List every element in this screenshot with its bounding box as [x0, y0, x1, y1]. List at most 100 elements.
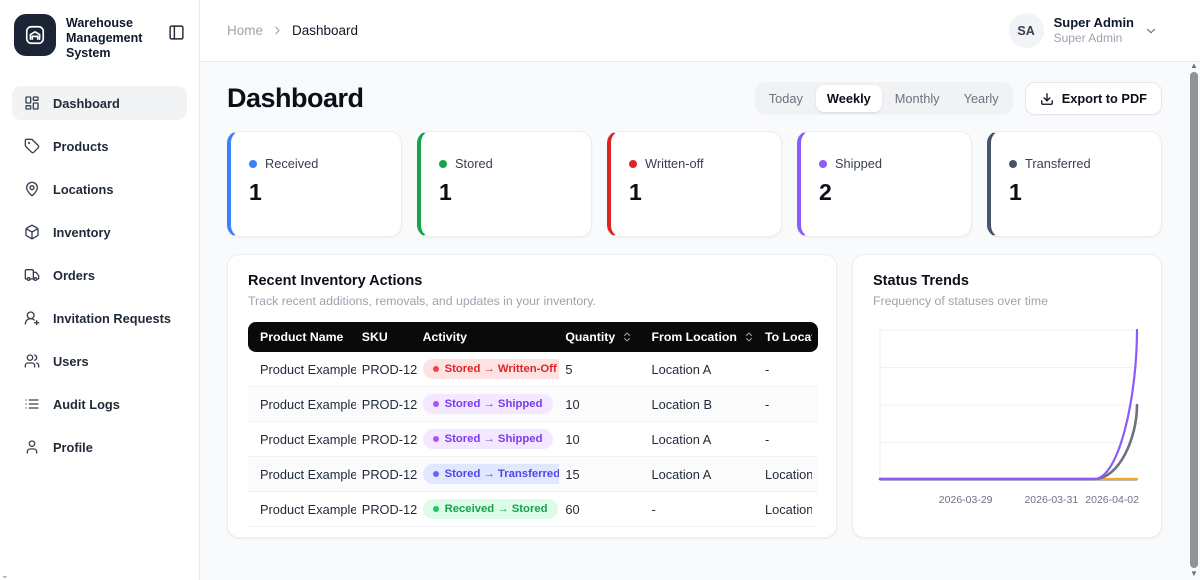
chevrons-up-down-icon	[624, 332, 631, 342]
actions-panel-subtitle: Track recent additions, removals, and up…	[248, 294, 596, 308]
column-label: To Location	[765, 330, 812, 344]
sidebar-item-label: Invitation Requests	[53, 310, 172, 326]
recent-actions-panel: Recent Inventory Actions Track recent ad…	[227, 254, 837, 538]
sidebar-item-audit-logs[interactable]: Audit Logs	[12, 387, 187, 421]
column-label: Activity	[422, 330, 467, 344]
cell-product-name: Product Example 1	[260, 501, 356, 517]
badge-dot-icon	[432, 471, 439, 477]
sidebar: Warehouse Management System Dashboard Pro…	[0, 0, 200, 580]
cell-quantity: 5	[565, 361, 573, 377]
sidebar-header: Warehouse Management System	[0, 0, 199, 70]
app-logo	[14, 14, 56, 56]
cell-sku: PROD-123	[361, 396, 417, 412]
sidebar-item-label: Users	[53, 353, 89, 369]
column-label: Product Name	[260, 330, 344, 344]
breadcrumb-home[interactable]: Home	[227, 23, 264, 38]
sidebar-item-label: Audit Logs	[53, 396, 120, 412]
badge-dot-icon	[432, 436, 439, 442]
column-header-from-location[interactable]: From Location	[646, 330, 760, 344]
breadcrumb-current: Dashboard	[292, 23, 359, 38]
list-icon	[25, 399, 39, 409]
stat-label-text: Received	[265, 156, 319, 171]
export-pdf-button[interactable]: Export to PDF	[1024, 82, 1162, 115]
avatar: SA	[1008, 13, 1044, 48]
cell-quantity: 60	[565, 501, 580, 517]
scroll-up-arrow[interactable]: ▲	[1190, 61, 1198, 70]
period-today[interactable]: Today	[758, 85, 814, 112]
stat-card-shipped: Shipped 2	[797, 131, 972, 237]
content-area: Home Dashboard SA Super Admin Super Admi…	[200, 0, 1200, 580]
status-dot-icon	[249, 159, 257, 168]
sidebar-item-inventory[interactable]: Inventory	[12, 215, 187, 249]
map-pin-icon	[26, 181, 38, 197]
truck-icon	[24, 269, 40, 282]
user-role: Super Admin	[1053, 31, 1123, 46]
tag-icon	[24, 138, 40, 154]
cell-from-location: Location A	[651, 466, 712, 482]
stat-value: 1	[629, 179, 642, 205]
page-title: Dashboard	[227, 83, 364, 113]
sidebar-item-dashboard[interactable]: Dashboard	[12, 86, 187, 121]
stat-label-text: Transferred	[1025, 156, 1091, 171]
stat-label-text: Stored	[455, 156, 493, 171]
sidebar-item-label: Inventory	[53, 224, 111, 240]
column-header-to-location: To Location	[759, 330, 812, 344]
actions-panel-title: Recent Inventory Actions	[248, 273, 423, 289]
sidebar-item-label: Profile	[53, 439, 93, 455]
cell-from-location: Location B	[651, 396, 712, 412]
stat-label: Stored	[439, 156, 573, 171]
breadcrumb: Home Dashboard	[227, 23, 358, 38]
column-header-quantity[interactable]: Quantity	[559, 330, 645, 344]
vertical-scrollbar: ▲ ▼	[1189, 61, 1199, 578]
cell-sku: PROD-123	[361, 361, 417, 377]
period-monthly[interactable]: Monthly	[884, 85, 951, 112]
sidebar-item-orders[interactable]: Orders	[12, 258, 187, 292]
panel-left-icon	[169, 25, 184, 40]
sidebar-item-locations[interactable]: Locations	[12, 172, 187, 206]
header-controls: Today Weekly Monthly Yearly Export to PDF	[754, 82, 1162, 115]
stat-label: Received	[249, 156, 383, 171]
badge-dot-icon	[432, 401, 439, 407]
cell-from-location: Location A	[651, 361, 712, 377]
user-menu[interactable]: SA Super Admin Super Admin	[1008, 13, 1158, 48]
users-icon	[24, 354, 40, 368]
cell-from-location: Location A	[651, 431, 712, 447]
sidebar-collapse-button[interactable]	[166, 22, 187, 46]
main: Dashboard Today Weekly Monthly Yearly Expor…	[200, 62, 1200, 580]
stat-card-stored: Stored 1	[417, 131, 592, 237]
period-weekly[interactable]: Weekly	[815, 85, 882, 112]
sidebar-item-products[interactable]: Products	[12, 129, 187, 163]
chevron-down-icon	[1146, 28, 1156, 33]
column-header-product-name: Product Name	[254, 330, 356, 344]
status-trends-panel: Status Trends Frequency of statuses over…	[852, 254, 1162, 538]
sidebar-item-users[interactable]: Users	[12, 344, 187, 378]
activity-badge: Stored → Transferred	[422, 464, 560, 484]
sidebar-item-invitation-requests[interactable]: Invitation Requests	[12, 301, 187, 335]
topbar: Home Dashboard SA Super Admin Super Admi…	[200, 0, 1200, 62]
activity-badge: Stored → Written-Off	[422, 359, 560, 379]
sidebar-item-label: Orders	[53, 267, 95, 283]
package-icon	[25, 224, 39, 240]
period-yearly[interactable]: Yearly	[953, 85, 1010, 112]
stats-row: Received 1 Stored 1 Written-off 1 Shipped 2 Tran…	[227, 131, 1162, 237]
scrollbar-thumb[interactable]	[1190, 72, 1198, 568]
table-header: Product Name SKU Activity Quantity From Loca…	[248, 322, 818, 352]
user-icon	[26, 440, 38, 454]
badge-dot-icon	[432, 506, 439, 512]
cell-quantity: 10	[565, 396, 580, 412]
sidebar-item-label: Dashboard	[53, 95, 120, 111]
stat-label-text: Shipped	[835, 156, 882, 171]
layout-dashboard-icon	[25, 96, 39, 110]
scroll-down-arrow[interactable]: ▼	[1190, 569, 1198, 578]
main-header: Dashboard Today Weekly Monthly Yearly Expor…	[227, 82, 1162, 115]
column-label: SKU	[361, 330, 388, 344]
trends-panel-subtitle: Frequency of statuses over time	[873, 294, 1048, 308]
table-row: Product Example 1 PROD-123 Stored → Shippe…	[248, 422, 818, 457]
user-info: Super Admin Super Admin	[1054, 15, 1134, 46]
cell-product-name: Product Example 1	[260, 431, 356, 447]
status-dot-icon	[819, 159, 827, 168]
sidebar-item-profile[interactable]: Profile	[12, 430, 187, 464]
table-row: Product Example 1 PROD-123 Stored → Transf…	[248, 457, 818, 492]
cell-to-location: -	[765, 396, 770, 412]
